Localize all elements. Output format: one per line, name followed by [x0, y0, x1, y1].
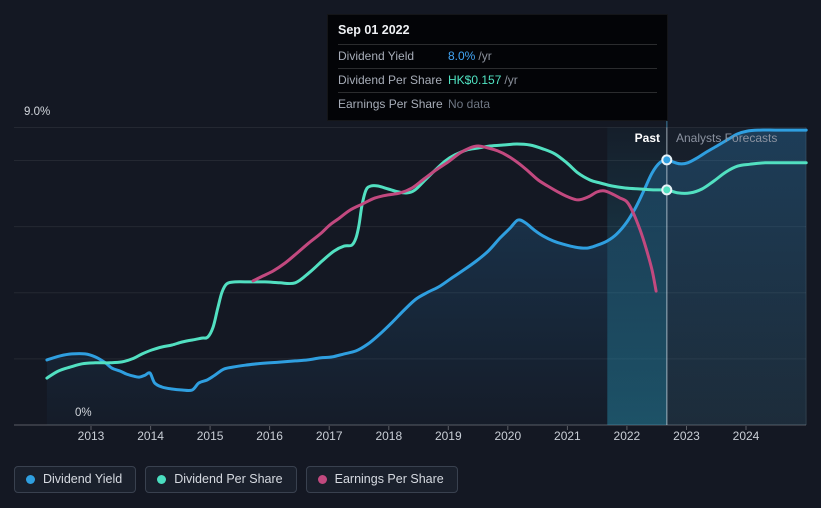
legend-dot-icon [157, 474, 167, 484]
x-axis-label-2023: 2023 [673, 429, 700, 443]
x-axis-label-2021: 2021 [554, 429, 581, 443]
tooltip-row: Dividend Yield 8.0%/yr [338, 44, 657, 68]
legend-item-earnings-per-share[interactable]: Earnings Per Share [305, 466, 458, 493]
y-axis-max-label: 9.0% [24, 106, 51, 118]
chart-legend: Dividend Yield Dividend Per Share Earnings… [14, 466, 458, 493]
tooltip-row-label: Dividend Per Share [338, 73, 443, 87]
series-line-dividend-per-share [45, 142, 808, 380]
tooltip-row-unit: /yr [504, 73, 518, 87]
forecast-band [666, 127, 807, 425]
forecast-zone-label: Analysts Forecasts [676, 131, 778, 145]
y-axis-zero-label: 0% [75, 407, 92, 419]
x-axis-label-2022: 2022 [613, 429, 641, 443]
series-line-earnings-per-share [251, 144, 658, 293]
legend-item-label: Earnings Per Share [334, 472, 444, 486]
past-year-band [607, 127, 667, 425]
chart-tooltip: Sep 01 2022 Dividend Yield 8.0%/yr Dividen… [327, 14, 668, 121]
tooltip-row-value: HK$0.157 [448, 73, 502, 87]
x-axis-label-2018: 2018 [375, 429, 403, 443]
tooltip-row-label: Dividend Yield [338, 49, 415, 63]
x-axis-label-2016: 2016 [256, 429, 283, 443]
legend-item-label: Dividend Yield [43, 472, 123, 486]
tooltip-row-unit: /yr [478, 49, 492, 63]
x-axis-label-2020: 2020 [494, 429, 522, 443]
x-axis-label-2019: 2019 [434, 429, 462, 443]
tooltip-row-value: No data [448, 97, 491, 111]
tooltip-row-label: Earnings Per Share [338, 97, 443, 111]
legend-item-label: Dividend Per Share [174, 472, 283, 486]
x-axis-label-2017: 2017 [315, 429, 343, 443]
x-axis-label-2024: 2024 [732, 429, 760, 443]
tooltip-row: Earnings Per Share No data [338, 92, 657, 116]
legend-item-dividend-yield[interactable]: Dividend Yield [14, 466, 137, 493]
tooltip-row: Dividend Per Share HK$0.157/yr [338, 68, 657, 92]
marker-dot-dividend-yield[interactable] [661, 154, 673, 166]
x-axis-label-2015: 2015 [196, 429, 224, 443]
past-zone-label: Past [634, 131, 660, 145]
x-axis-label-2014: 2014 [137, 429, 164, 443]
tooltip-row-value: 8.0% [448, 49, 476, 63]
legend-dot-icon [26, 474, 35, 484]
tooltip-date: Sep 01 2022 [338, 23, 410, 37]
x-axis-label-2013: 2013 [77, 429, 105, 443]
legend-dot-icon [317, 474, 327, 484]
marker-dot-dividend-per-share[interactable] [661, 184, 673, 196]
legend-item-dividend-per-share[interactable]: Dividend Per Share [145, 466, 297, 493]
